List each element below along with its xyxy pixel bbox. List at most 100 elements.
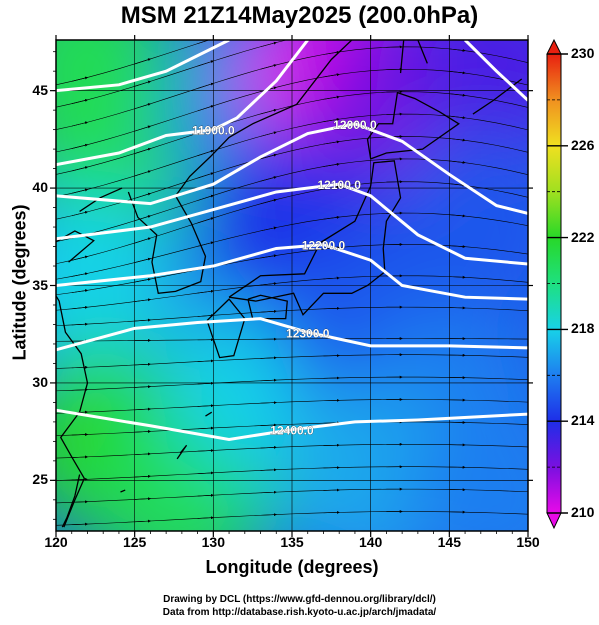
wind-arrow (134, 474, 151, 478)
wind-arrow (134, 407, 151, 411)
wind-arrow (197, 381, 214, 385)
wind-arrow (449, 214, 466, 218)
wind-arrow (323, 50, 340, 55)
wind-arrow (71, 143, 89, 149)
x-tick-label: 135 (280, 534, 304, 550)
wind-arrow (134, 318, 151, 322)
wind-arrow (71, 166, 89, 172)
wind-arrow (134, 237, 151, 244)
colorbar-tick-label: 222 (571, 228, 595, 245)
y-tick-label: 25 (32, 471, 48, 488)
colorbar-ticks (547, 53, 568, 514)
x-tick-label: 150 (516, 534, 540, 550)
wind-arrow (449, 160, 466, 164)
height-contours: 11900.0 12000.0 12100.0 12200.0 12300.0 12400… (56, 40, 528, 441)
coastline (399, 40, 405, 74)
credit-data: Data from http://database.rish.kyoto-u.a… (162, 607, 437, 618)
wind-arrow (134, 257, 151, 263)
wind-arrow (197, 217, 214, 224)
wind-arrow (323, 162, 340, 167)
wind-arrow (71, 522, 89, 526)
coastline (79, 187, 123, 213)
x-tick-label: 140 (358, 534, 383, 550)
wind-arrow (134, 147, 151, 154)
height-contour (56, 243, 528, 301)
wind-arrow (197, 40, 214, 44)
wind-arrow (323, 118, 340, 123)
wind-arrow (134, 298, 151, 302)
coastline (205, 411, 213, 417)
wind-arrow (197, 172, 214, 179)
wind-arrow (449, 138, 466, 142)
wind-arrow (449, 93, 466, 97)
y-tick-label: 35 (32, 276, 48, 293)
wind-arrow (260, 513, 277, 517)
coastline (120, 489, 126, 493)
colorbar-tick-label: 210 (571, 504, 595, 520)
wind-arrow (260, 108, 277, 115)
wind-arrow (260, 401, 277, 405)
wind-arrow (323, 306, 340, 310)
plot-area: 11900.0 12000.0 12100.0 12200.0 12300.0 12400… (56, 4, 528, 531)
colorbar-tick-label: 218 (571, 320, 595, 337)
wind-arrow (197, 289, 214, 294)
wind-arrow (71, 500, 89, 504)
wind-arrow (197, 449, 214, 453)
wind-arrow (260, 254, 277, 259)
wind-arrow (197, 516, 214, 520)
wind-arrow (323, 95, 340, 100)
wind-arrow (197, 149, 214, 156)
coastline (176, 444, 188, 460)
height-contour (56, 182, 528, 266)
wind-arrow (197, 105, 214, 112)
x-tick-label: 125 (122, 534, 147, 550)
wind-arrow (71, 272, 89, 277)
height-contour (464, 40, 528, 102)
coastline (417, 40, 428, 64)
wind-arrow (134, 278, 151, 283)
wind-arrow (71, 289, 89, 293)
wind-arrow (323, 140, 340, 145)
x-axis-label: Longitude (degrees) (205, 557, 379, 577)
height-contour (56, 317, 528, 352)
x-tick-label: 145 (437, 534, 461, 550)
wind-arrow (134, 385, 151, 389)
colorbar-tick-label: 230 (571, 45, 595, 61)
wind-arrow (134, 125, 151, 132)
y-axis-label: Latitude (degrees) (9, 204, 30, 361)
wind-arrow (134, 519, 151, 523)
wind-arrow (134, 192, 151, 199)
wind-arrow (323, 7, 339, 10)
wind-arrow (197, 60, 214, 67)
wind-arrow (71, 365, 89, 369)
wind-arrow (260, 309, 277, 313)
contour-label: 12000.0 (333, 118, 377, 132)
wind-arrow (71, 388, 89, 392)
wind-arrow (449, 4, 465, 6)
coastline (366, 91, 460, 160)
height-contour (56, 122, 528, 215)
wind-arrow (260, 153, 277, 160)
wind-arrow (71, 322, 89, 326)
wind-arrow (197, 194, 214, 201)
wind-arrow (71, 210, 89, 217)
wind-arrow (449, 115, 466, 120)
wind-arrow (260, 423, 277, 427)
wind-arrow (260, 198, 277, 205)
coastline (206, 298, 246, 359)
wind-arrow (260, 356, 277, 360)
wind-arrow (71, 98, 89, 105)
wind-arrow (260, 490, 277, 494)
coastline (127, 40, 353, 295)
y-tick-label: 30 (32, 373, 48, 390)
colorbar-min-arrow (546, 512, 562, 530)
wind-arrow (71, 305, 89, 310)
wind-arrow (260, 41, 277, 48)
wind-arrow (71, 255, 89, 261)
wind-arrow (449, 48, 466, 52)
height-contour (56, 40, 309, 167)
colorbar-max-arrow (546, 38, 562, 55)
colorbar-tick-label: 226 (571, 136, 595, 153)
grid-lines (56, 40, 528, 531)
wind-arrow (197, 404, 214, 408)
